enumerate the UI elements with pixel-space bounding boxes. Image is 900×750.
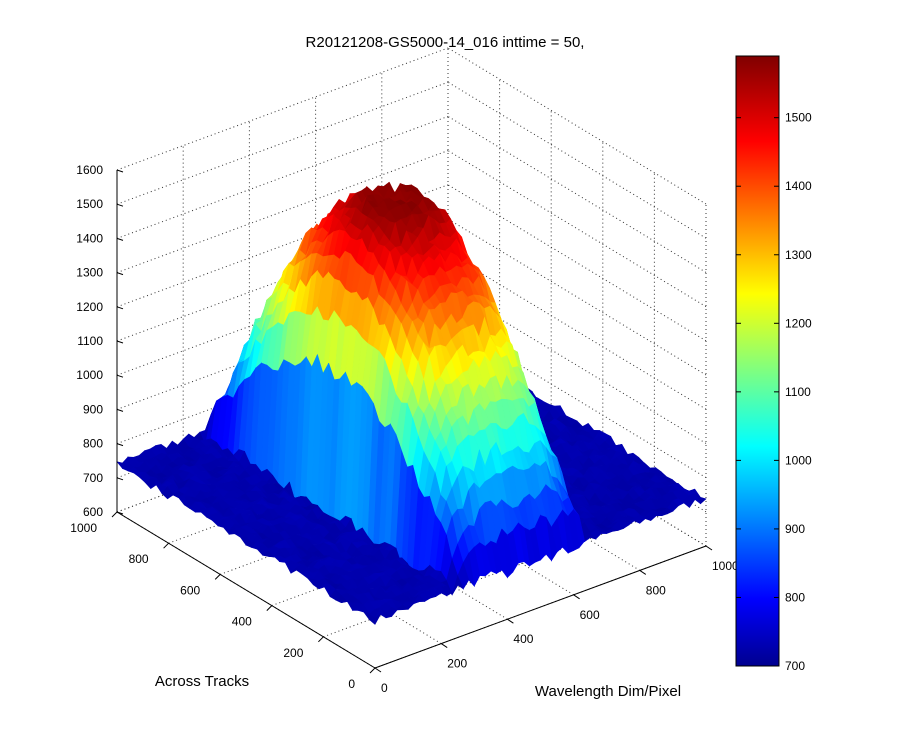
z-axis-ticks: 600 700 800 900 1000 1100 1200 1300 1400 1500 1600 xyxy=(76,163,124,519)
z-tick-mark xyxy=(116,408,124,412)
grid-line xyxy=(447,115,707,273)
grid-line xyxy=(116,47,449,171)
y-tick-label: 1000 xyxy=(712,559,739,573)
x-tick-mark xyxy=(214,574,221,580)
chart-title: R20121208-GS5000-14_016 inttime = 50, xyxy=(306,34,585,51)
y-tick-label: 600 xyxy=(580,608,600,622)
colorbar-tick-label: 1300 xyxy=(785,248,812,262)
y-tick-mark xyxy=(440,643,448,649)
z-tick-label: 1100 xyxy=(77,334,103,348)
z-tick-mark xyxy=(116,340,124,344)
z-tick-mark xyxy=(116,272,124,276)
y-tick-label: 800 xyxy=(646,583,666,597)
x-tick-label: 0 xyxy=(348,677,355,691)
grid-line xyxy=(323,514,655,638)
colorbar-ticks: 800 900 1000 1100 1200 1300 1400 1500 700 xyxy=(736,111,812,673)
y-tick-mark xyxy=(573,594,580,600)
y-tick-mark xyxy=(507,618,514,624)
grid-line xyxy=(447,47,707,205)
x-tick-mark xyxy=(111,511,118,518)
x-axis-label: Across Tracks xyxy=(155,673,249,690)
y-tick-mark xyxy=(374,667,382,673)
x-tick-label: 200 xyxy=(283,646,303,660)
x-tick-mark xyxy=(318,636,324,643)
x-tick-label: 400 xyxy=(232,615,252,629)
z-tick-label: 1500 xyxy=(76,197,103,211)
z-tick-mark xyxy=(116,443,124,447)
grid-line xyxy=(116,150,449,274)
z-tick-label: 1200 xyxy=(76,300,103,314)
y-tick-label: 400 xyxy=(513,632,533,646)
y-axis-label: Wavelength Dim/Pixel xyxy=(535,683,681,700)
x-tick-label: 1000 xyxy=(70,521,97,535)
z-tick-label: 1600 xyxy=(76,163,103,177)
z-tick-label: 1000 xyxy=(76,368,103,382)
z-tick-label: 800 xyxy=(83,437,103,451)
colorbar-tick-label: 800 xyxy=(785,590,805,604)
z-tick-label: 900 xyxy=(83,402,103,416)
x-axis-ticks: 0 200 400 600 800 1000 xyxy=(70,511,376,691)
colorbar: 800 900 1000 1100 1200 1300 1400 1500 700 xyxy=(735,55,812,673)
colorbar-tick-label: 900 xyxy=(785,522,805,536)
grid-line xyxy=(116,115,449,239)
colorbar-tick-label: 1400 xyxy=(785,179,812,193)
surface-cell xyxy=(368,614,381,625)
x-tick-mark xyxy=(369,667,376,674)
y-tick-label: 200 xyxy=(447,657,467,671)
grid-line xyxy=(116,184,449,308)
x-tick-mark xyxy=(163,542,169,549)
y-axis-line xyxy=(374,545,707,669)
z-tick-label: 700 xyxy=(83,471,103,485)
x-axis-line xyxy=(116,511,376,669)
y-tick-label: 0 xyxy=(381,681,388,695)
z-tick-mark xyxy=(116,511,124,515)
z-tick-mark xyxy=(116,374,124,378)
z-tick-label: 600 xyxy=(83,505,103,519)
x-tick-mark xyxy=(266,605,273,611)
x-tick-label: 600 xyxy=(180,583,200,597)
grid-line xyxy=(116,81,449,205)
colorbar-tick-label: 1000 xyxy=(785,453,812,467)
z-tick-label: 1400 xyxy=(76,231,103,245)
y-tick-mark xyxy=(639,569,647,575)
y-axis-ticks: 0 200 400 600 800 1000 xyxy=(374,545,739,695)
z-tick-mark xyxy=(116,306,124,310)
surface-mesh xyxy=(116,181,707,625)
z-tick-label: 1300 xyxy=(76,266,103,280)
colorbar-tick-label: 1200 xyxy=(785,316,812,330)
colorbar-gradient xyxy=(735,55,780,667)
z-tick-mark xyxy=(116,237,124,241)
colorbar-tick-label: 1500 xyxy=(785,111,812,125)
grid-line xyxy=(447,81,707,239)
colorbar-tick-label: 1100 xyxy=(785,385,811,399)
x-tick-label: 800 xyxy=(129,552,149,566)
colorbar-tick-label: 700 xyxy=(785,659,805,673)
z-tick-mark xyxy=(116,203,124,207)
z-tick-mark xyxy=(116,169,124,173)
y-tick-mark xyxy=(705,545,713,551)
z-tick-mark xyxy=(116,477,124,481)
